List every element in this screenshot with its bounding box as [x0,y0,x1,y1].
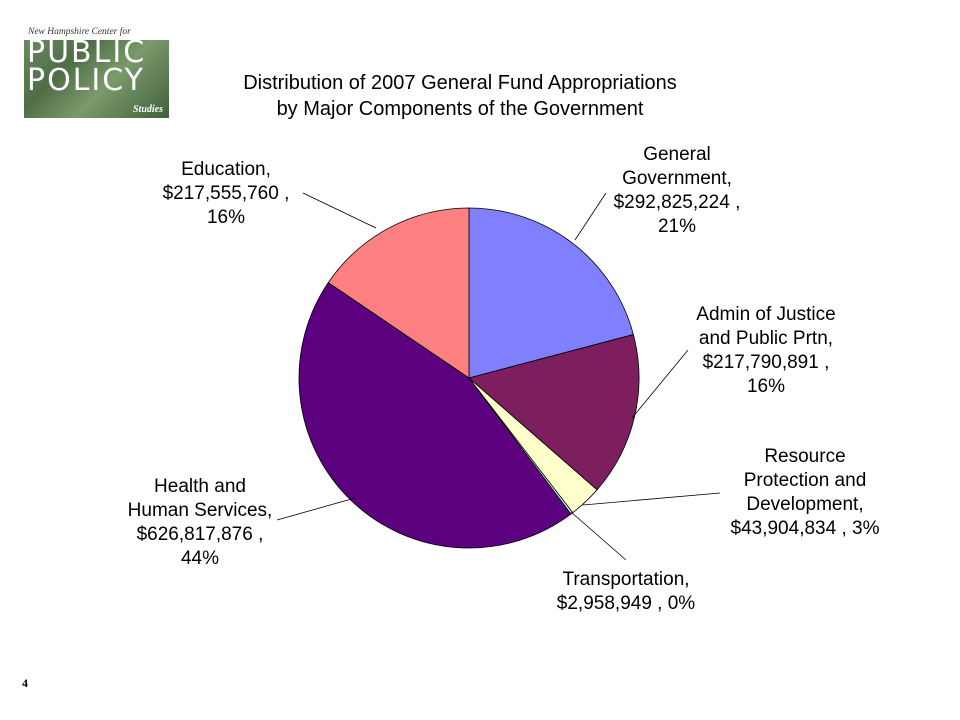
slice-label-line: 16% [747,376,785,397]
pie-slice-5 [327,207,470,379]
slice-label-line: General [643,144,711,165]
logo-studies-text: Studies [132,104,163,115]
slice-label-2: Resource Protection and Development, $43,90… [731,446,880,539]
slice-label-line: $217,555,760 , [163,183,290,204]
slice-label-4: Health and Human Services, $626,817,876 , 4… [128,476,273,569]
slice-label-line: 44% [181,548,219,569]
slice-label-3: Transportation, $2,958,949 , 0% [557,569,695,614]
slice-label-line: Protection and [744,470,867,491]
slice-label-line: Health and [154,476,246,497]
slice-label-line: Development, [746,494,863,515]
chart-title: Distribution of 2007 General Fund Approp… [243,72,677,94]
pie-slice-1 [468,334,640,491]
slice-label-1: Admin of Justice and Public Prtn, $217,790… [696,304,835,397]
slice-label-line: Admin of Justice [696,304,835,325]
leader-line-2 [582,492,721,506]
leader-line-1 [631,349,689,419]
leader-line-5 [302,192,377,229]
pie-slice-0 [468,207,634,379]
leader-line-3 [570,511,627,561]
leader-line-4 [276,497,356,521]
logo-policy-text: POLICY [27,63,146,98]
chart-subtitle: by Major Components of the Government [276,98,644,120]
pie-slice-4 [298,282,572,549]
slice-label-line: Resource [764,446,845,467]
slice-label-line: Transportation, [562,569,689,590]
page-number: 4 [22,676,28,690]
slice-label-line: $43,904,834 , 3% [731,518,880,539]
logo-tagline: New Hampshire Center for [28,27,131,37]
chart-title-block: Distribution of 2007 General Fund Approp… [200,70,720,122]
slice-label-line: Education, [181,159,271,180]
slice-label-line: and Public Prtn, [699,328,833,349]
slice-label-line: 21% [658,216,696,237]
slice-label-line: 16% [207,207,245,228]
slice-label-line: Human Services, [128,500,273,521]
logo-public-text: PUBLIC [27,35,147,70]
public-policy-logo: New Hampshire Center for PUBLIC POLICY S… [24,26,169,118]
slice-label-0: General Government, $292,825,224 , 21% [614,144,741,237]
slice-label-line: $626,817,876 , [137,524,264,545]
slice-label-line: $2,958,949 , 0% [557,593,695,614]
slice-label-line: $217,790,891 , [703,352,830,373]
slice-label-line: $292,825,224 , [614,192,741,213]
logo-header-band [24,26,169,40]
slice-label-line: Government, [622,168,732,189]
slice-label-5: Education, $217,555,760 , 16% [163,159,290,228]
leader-line-0 [574,192,607,241]
